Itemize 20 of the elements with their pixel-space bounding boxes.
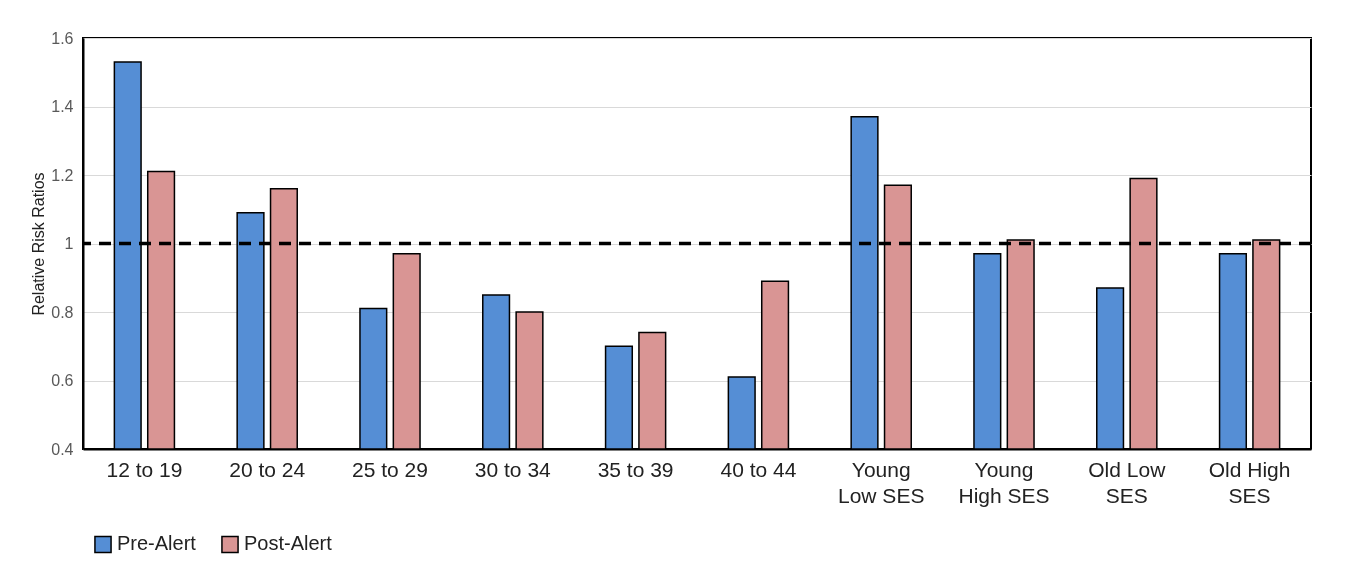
y-tick-label: 0.8: [51, 303, 74, 321]
x-tick-label: Young High SES: [958, 457, 1050, 507]
y-tick-label: 1: [64, 235, 74, 252]
y-tick-label: 1.6: [51, 29, 74, 47]
legend-label: Pre-Alert: [117, 532, 197, 555]
x-tick-label: 40 to 44: [720, 457, 797, 481]
y-tick-label: 0.4: [51, 440, 74, 458]
x-tick-label: Old High SES: [1208, 457, 1291, 507]
y-tick-label: 1.4: [51, 98, 74, 115]
x-tick-label: 30 to 34: [474, 457, 552, 481]
x-tick-label: 20 to 24: [229, 457, 306, 481]
legend-label: Post-Alert: [244, 532, 333, 555]
y-tick-label: 0.6: [51, 372, 74, 389]
x-tick-label: Old Low SES: [1088, 457, 1167, 507]
x-tick-label: Young Low SES: [838, 457, 925, 507]
y-tick-label: 1.2: [51, 166, 74, 184]
x-tick-label: 35 to 39: [597, 457, 674, 481]
y-axis-title: Relative Risk Ratios: [30, 172, 48, 316]
x-tick-label: 25 to 29: [352, 457, 428, 481]
x-tick-label: 12 to 19: [106, 457, 183, 481]
